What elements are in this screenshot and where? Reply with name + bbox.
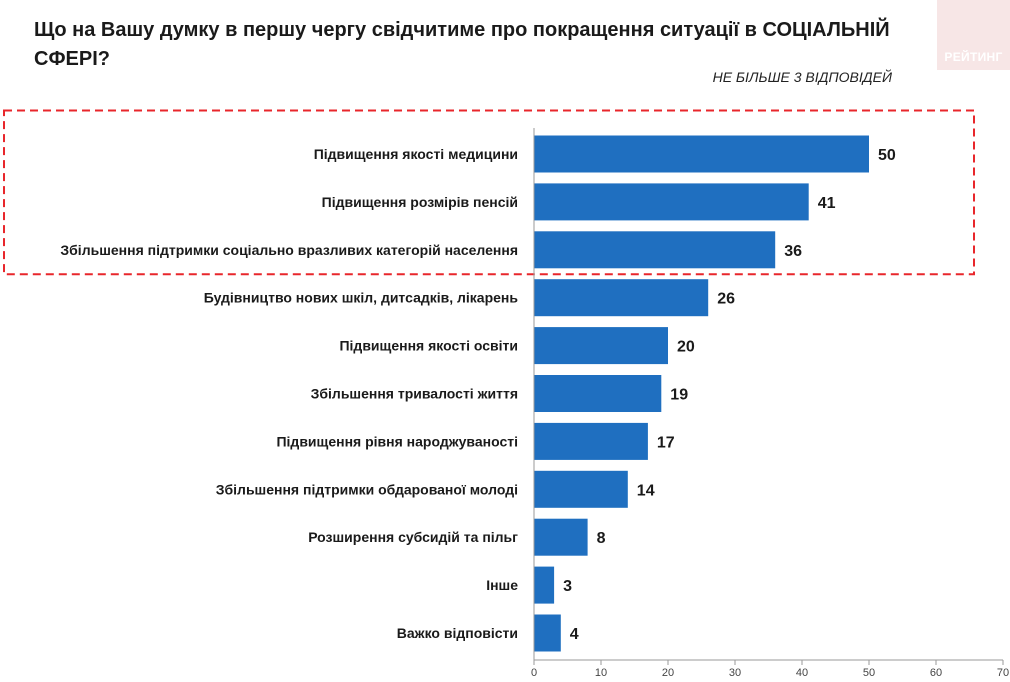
page-title: Що на Вашу думку в першу чергу свідчитим… — [34, 19, 890, 70]
category-label-5: Збільшення тривалості життя — [311, 386, 518, 402]
bar-5 — [534, 375, 662, 412]
value-label-10: 4 — [570, 626, 579, 643]
category-label-0: Підвищення якості медицини — [314, 146, 518, 162]
x-tick-label-60: 60 — [930, 667, 942, 679]
bar-9 — [534, 566, 555, 604]
bar-2 — [534, 231, 776, 269]
x-tick-label-0: 0 — [531, 667, 537, 679]
bar-7 — [534, 470, 628, 508]
rating-logo: РЕЙТИНГ — [937, 0, 1010, 70]
bar-1 — [534, 183, 809, 221]
bar-6 — [534, 422, 648, 460]
value-label-8: 8 — [597, 530, 606, 547]
bar-0 — [534, 135, 869, 173]
value-label-9: 3 — [563, 578, 572, 595]
value-label-0: 50 — [878, 147, 896, 164]
value-label-6: 17 — [657, 434, 675, 451]
x-tick-label-30: 30 — [729, 667, 741, 679]
category-label-3: Будівництво нових шкіл, дитсадків, лікар… — [204, 290, 519, 306]
x-tick-label-10: 10 — [595, 667, 607, 679]
x-tick-label-70: 70 — [997, 667, 1009, 679]
value-label-2: 36 — [784, 243, 802, 260]
category-label-6: Підвищення рівня народжуваності — [276, 433, 518, 449]
value-label-1: 41 — [818, 195, 836, 212]
value-label-4: 20 — [677, 339, 695, 356]
x-tick-label-40: 40 — [796, 667, 808, 679]
value-label-7: 14 — [637, 482, 655, 499]
x-tick-label-20: 20 — [662, 667, 674, 679]
highlight-box — [3, 109, 975, 276]
rating-logo-text: РЕЙТИНГ — [944, 50, 1003, 64]
category-label-1: Підвищення розмірів пенсій — [322, 194, 518, 210]
bar-10 — [534, 614, 561, 652]
bar-8 — [534, 518, 588, 556]
category-label-4: Підвищення якості освіти — [339, 338, 518, 354]
value-label-5: 19 — [670, 387, 688, 404]
category-label-2: Збільшення підтримки соціально вразливих… — [60, 242, 518, 258]
category-label-10: Важко відповісти — [397, 625, 518, 641]
category-label-8: Розширення субсидій та пільг — [308, 529, 518, 545]
bar-3 — [534, 279, 709, 317]
value-label-3: 26 — [717, 291, 735, 308]
x-tick-label-50: 50 — [863, 667, 875, 679]
response-limit-note: НЕ БІЛЬШЕ 3 ВІДПОВІДЕЙ — [712, 69, 892, 85]
category-label-7: Збільшення підтримки обдарованої молоді — [216, 481, 518, 497]
category-label-9: Інше — [486, 577, 518, 593]
bar-4 — [534, 327, 668, 365]
